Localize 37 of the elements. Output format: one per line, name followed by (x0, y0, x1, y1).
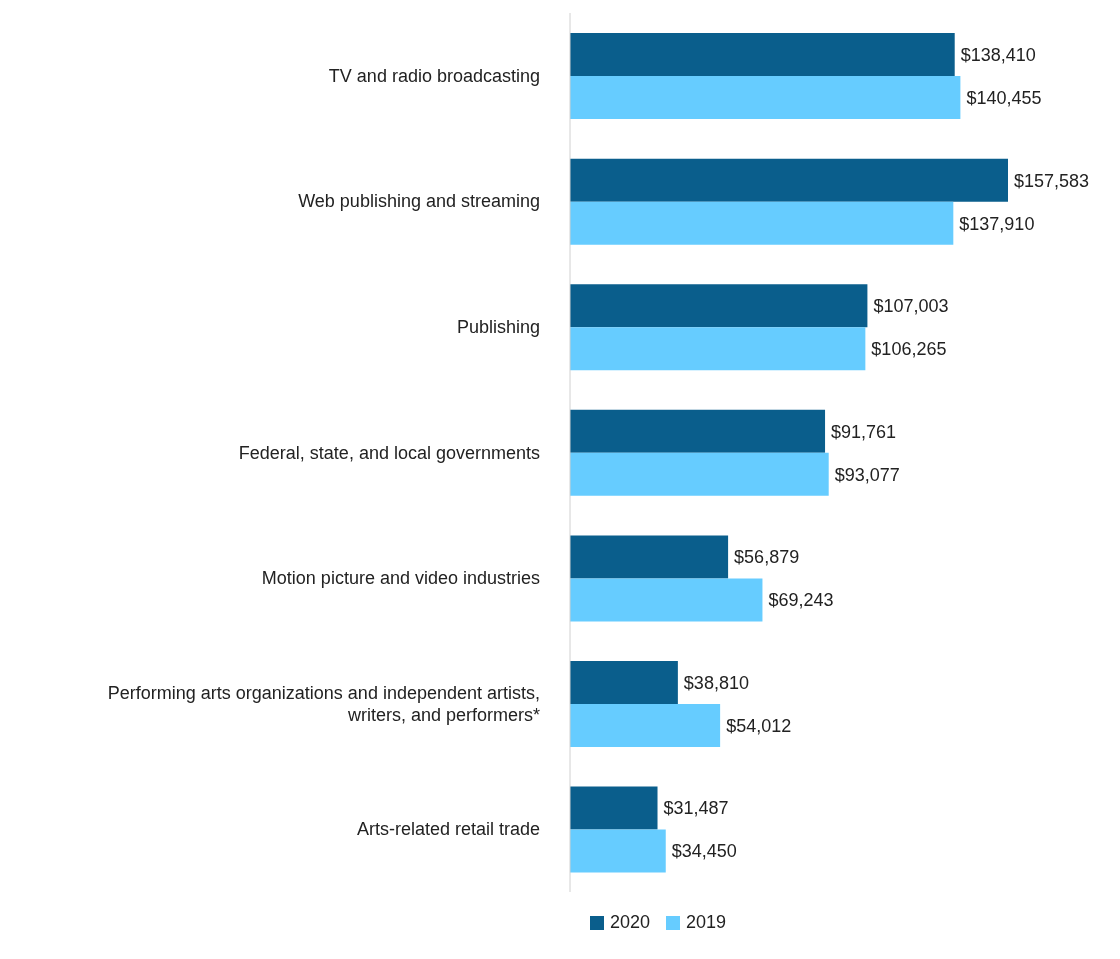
data-label: $157,583 (1014, 170, 1090, 191)
bar (570, 452, 829, 496)
data-label: $34,450 (671, 841, 737, 862)
bar (570, 284, 868, 328)
data-label: $56,879 (734, 547, 800, 568)
bar (570, 201, 954, 245)
bar (570, 660, 678, 704)
y-tick-label: Publishing (456, 316, 540, 337)
y-tick-label: TV and radio broadcasting (328, 65, 540, 86)
bar (570, 578, 763, 622)
data-label: $31,487 (663, 798, 729, 819)
data-label: $91,761 (831, 421, 897, 442)
data-label: $38,810 (683, 672, 749, 693)
bar (570, 829, 666, 873)
data-label: $140,455 (966, 87, 1042, 108)
legend-label: 2019 (685, 912, 727, 933)
bar (570, 76, 961, 120)
y-tick-label: Performing arts organizations and independent artists, writers, and performers* (107, 682, 540, 725)
data-label: $137,910 (959, 213, 1035, 234)
legend-label: 2020 (608, 912, 650, 933)
data-label: $54,012 (726, 715, 792, 736)
y-tick-label: Web publishing and streaming (298, 191, 540, 212)
y-tick-label: Federal, state, and local governments (238, 442, 540, 463)
data-label: $69,243 (768, 590, 834, 611)
bar (570, 786, 658, 830)
data-label: $106,265 (871, 339, 947, 360)
bar (570, 327, 866, 371)
data-label: $138,410 (960, 44, 1036, 65)
bar (570, 703, 721, 747)
bar (570, 158, 1008, 202)
bar (570, 409, 826, 453)
bar (570, 33, 955, 77)
y-tick-label: Motion picture and video industries (261, 568, 540, 589)
bar (570, 535, 729, 579)
data-label: $107,003 (873, 296, 949, 317)
data-label: $93,077 (834, 464, 900, 485)
y-tick-label: Arts-related retail trade (356, 819, 540, 840)
